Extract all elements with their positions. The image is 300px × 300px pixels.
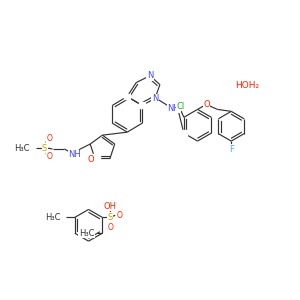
Bar xyxy=(181,130,187,136)
Text: Cl: Cl xyxy=(177,102,185,111)
Text: HOH₂: HOH₂ xyxy=(235,81,259,90)
Text: NH: NH xyxy=(68,150,81,159)
Text: O: O xyxy=(116,211,122,220)
Text: N: N xyxy=(152,94,158,103)
Text: O: O xyxy=(46,134,52,142)
Text: NH: NH xyxy=(167,104,180,113)
Text: F: F xyxy=(229,145,234,154)
Bar xyxy=(124,94,130,100)
Text: N: N xyxy=(147,71,153,80)
Bar xyxy=(90,154,100,162)
Text: H₃C: H₃C xyxy=(46,213,61,222)
Text: O: O xyxy=(107,223,113,232)
Text: S: S xyxy=(42,143,47,152)
Text: O: O xyxy=(203,100,210,109)
Text: H₃C: H₃C xyxy=(79,229,94,238)
Text: OH: OH xyxy=(104,202,117,211)
Text: O: O xyxy=(46,152,52,161)
Bar xyxy=(139,102,145,108)
Text: O: O xyxy=(88,155,94,164)
Text: H₃C: H₃C xyxy=(14,143,30,152)
Text: S: S xyxy=(108,213,113,222)
